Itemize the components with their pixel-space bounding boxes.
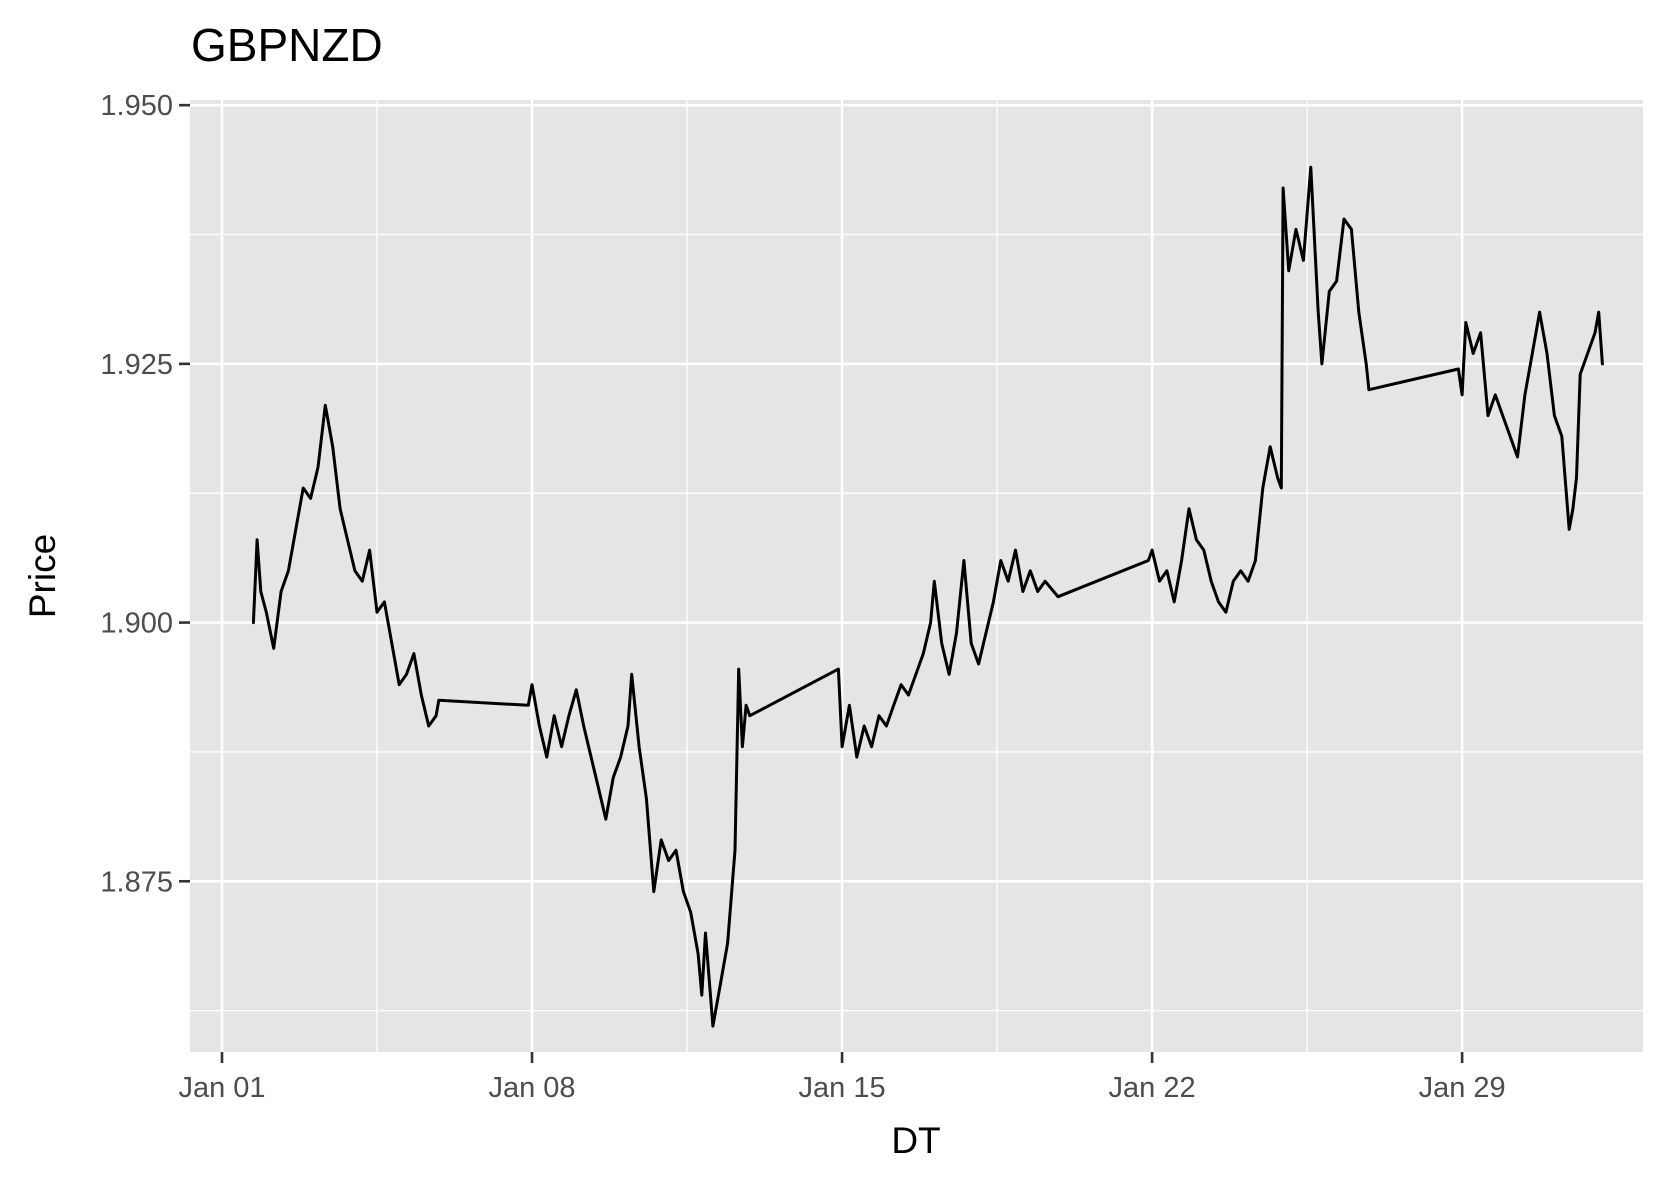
x-tick-label: Jan 08	[488, 1072, 575, 1104]
x-tick-label: Jan 22	[1109, 1072, 1196, 1104]
y-tick-label: 1.900	[100, 608, 173, 640]
x-tick-label: Jan 29	[1419, 1072, 1506, 1104]
y-tick-label: 1.950	[100, 90, 173, 122]
x-axis-title: DT	[891, 1120, 940, 1161]
y-tick-label: 1.925	[100, 349, 173, 381]
major-gridlines	[190, 100, 1643, 1052]
chart-title: GBPNZD	[191, 19, 383, 71]
series-line	[251, 165, 1604, 1028]
y-axis-title: Price	[22, 534, 63, 618]
y-axis: 1.875 1.900 1.925 1.950	[100, 90, 190, 898]
series-layer	[251, 165, 1604, 1028]
x-axis: Jan 01 Jan 08 Jan 15 Jan 22 Jan 29	[178, 1052, 1506, 1104]
plot-panel	[190, 100, 1643, 1052]
x-tick-label: Jan 15	[799, 1072, 886, 1104]
y-tick-label: 1.875	[100, 866, 173, 898]
x-tick-label: Jan 01	[178, 1072, 265, 1104]
minor-gridlines	[190, 100, 1643, 1052]
